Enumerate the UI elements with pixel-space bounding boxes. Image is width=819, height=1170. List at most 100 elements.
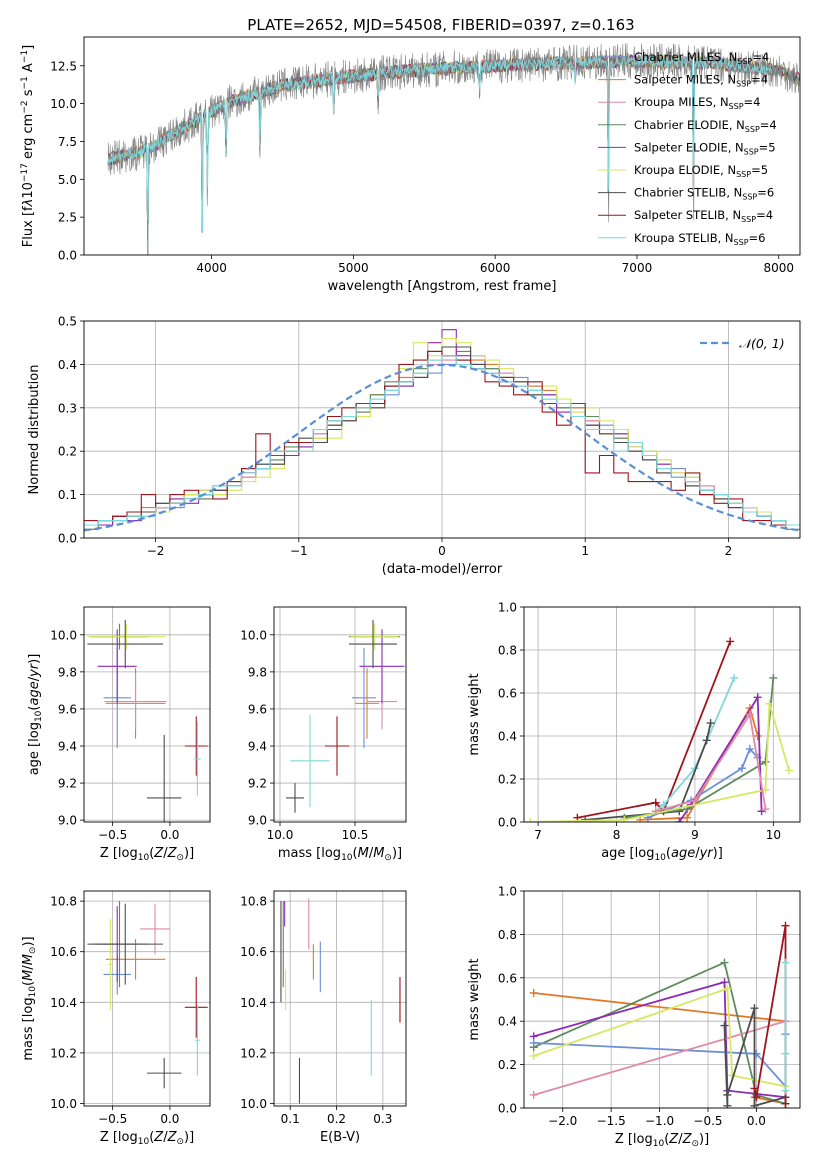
error-point-kroupa-stelib: [193, 721, 201, 797]
weight-marker: [706, 719, 715, 728]
y-tick-label: 0.8: [498, 928, 517, 942]
x-tick-label: −2: [147, 544, 165, 558]
age-vs-mass-panel: 10.0 10.5 9.0 9.2 9.4 9.6 9.8 10.0 mass [log10(M…: [240, 606, 407, 863]
y-tick-label: 10.4: [50, 996, 77, 1010]
error-point-salpeter-elodie: [97, 629, 137, 704]
x-axis-label: E(B-V): [320, 1130, 360, 1145]
weight-marker: [702, 736, 711, 745]
legend-label: Kroupa MILES, NSSP=4: [634, 95, 760, 111]
weight-marker: [750, 1084, 759, 1093]
weight-marker: [620, 815, 629, 822]
figure-title: PLATE=2652, MJD=54508, FIBERID=0397, z=0…: [247, 16, 634, 34]
legend-label: Salpeter ELODIE, NSSP=5: [634, 140, 776, 156]
x-tick-label: 0.0: [747, 1114, 766, 1128]
weight-marker: [781, 1086, 790, 1095]
y-tick-label: 9.0: [248, 814, 267, 828]
x-tick-label: 9: [691, 828, 699, 842]
y-tick-label: 10.0: [50, 1097, 77, 1111]
error-point-chabrier-stelib: [87, 903, 164, 985]
y-tick-label: 10.8: [50, 895, 77, 909]
residual-histogram-panel: −2 −1 0 1 2 0.0 0.1 0.2 0.3 0.4 0.5 𝒩(0, 1) (data-mo…: [27, 315, 801, 577]
y-tick-label: 0.6: [498, 971, 517, 985]
weight-marker: [737, 764, 746, 773]
weight-marker: [675, 818, 684, 822]
x-tick-label: 6000: [480, 261, 511, 275]
x-tick-label: 10: [766, 828, 781, 842]
x-axis-label: mass [log10(M/M⊙)]: [278, 846, 402, 863]
weight-marker: [651, 798, 660, 807]
error-point-kroupa-elodie: [87, 623, 166, 650]
x-axis-label: wavelength [Angstrom, rest frame]: [328, 279, 557, 294]
weight-marker: [761, 805, 770, 814]
error-point-chabrier-miles: [352, 647, 376, 748]
plot-area: [526, 637, 794, 822]
weight-marker: [529, 988, 538, 997]
legend-label: Kroupa STELIB, NSSP=6: [634, 231, 765, 247]
gaussian-curve: [84, 363, 800, 532]
y-tick-label: 0.0: [498, 1102, 517, 1116]
y-tick-label: 10.0: [50, 97, 77, 111]
y-tick-label: 10.6: [240, 945, 267, 959]
y-tick-label: 10.4: [240, 996, 267, 1010]
gridlines: [274, 891, 406, 1106]
weight-marker: [769, 673, 778, 682]
y-tick-label: 12.5: [50, 59, 77, 73]
weight-marker: [726, 637, 735, 646]
weight-marker: [761, 757, 770, 766]
model-spectrum-kroupa-stelib-top: [107, 56, 772, 233]
y-tick-label: 9.4: [58, 740, 77, 754]
gridlines: [274, 607, 406, 822]
plot-area: [87, 619, 208, 822]
error-point-kroupa-elodie: [108, 918, 113, 1010]
y-tick-label: 0.6: [498, 687, 517, 701]
y-tick-label: 0.8: [498, 644, 517, 658]
weight-marker: [720, 1021, 729, 1030]
x-tick-label: 0.3: [373, 1112, 392, 1126]
x-axis-label: Z [log10(Z/Z⊙)]: [100, 1130, 194, 1147]
plot-area: [87, 901, 208, 1089]
weight-marker: [753, 732, 762, 740]
x-axis-label: Z [log10(Z/Z⊙)]: [615, 1132, 709, 1149]
weight-marker: [781, 921, 790, 930]
y-axis-label: mass weight: [467, 673, 482, 755]
plot-area: [286, 619, 405, 813]
y-tick-label: 0.2: [498, 1058, 517, 1072]
weight-marker: [723, 1090, 732, 1099]
error-point-chabrier-stelib: [286, 783, 304, 813]
error-point-salpeter-miles: [355, 668, 379, 739]
x-tick-label: 0.2: [327, 1112, 346, 1126]
y-tick-label: 2.5: [58, 211, 77, 225]
y-tick-label: 0.4: [58, 358, 77, 372]
y-tick-label: 0.0: [58, 249, 77, 263]
weight-marker: [723, 984, 732, 993]
weight-line-salpeter-elodie: [678, 694, 763, 822]
y-tick-label: 1.0: [498, 601, 517, 615]
x-axis-label: Z [log10(Z/Z⊙)]: [100, 846, 194, 863]
weight-marker: [526, 818, 535, 822]
legend-label: Salpeter MILES, NSSP=4: [634, 73, 768, 89]
legend-label: Kroupa ELODIE, NSSP=5: [634, 163, 768, 179]
weight-vs-age-panel: 7 8 9 10 0.0 0.2 0.4 0.6 0.8 1.0 age [log10(age/yr…: [467, 601, 801, 863]
y-tick-label: 10.2: [50, 1046, 77, 1060]
axes-frame: [83, 36, 801, 256]
y-tick-label: 10.0: [240, 628, 267, 642]
axes-frame: [83, 606, 211, 823]
axes-frame: [523, 606, 801, 823]
weight-marker: [529, 1090, 538, 1099]
x-tick-label: −2.0: [548, 1114, 577, 1128]
axes-frame: [83, 320, 801, 539]
weight-marker: [745, 744, 754, 753]
y-tick-label: 0.2: [498, 773, 517, 787]
error-point-chabrier-stelib: [349, 619, 397, 669]
y-tick-label: 10.6: [50, 945, 77, 959]
legend-label: Chabrier MILES, NSSP=4: [634, 50, 769, 66]
weight-marker: [785, 766, 794, 775]
x-tick-label: 7000: [622, 261, 653, 275]
legend-label-gaussian: 𝒩(0, 1): [739, 336, 785, 351]
weight-marker: [651, 807, 660, 816]
weight-line-salpeter-stelib: [753, 925, 787, 1104]
x-tick-label: −1.0: [645, 1114, 674, 1128]
y-tick-label: 0.0: [58, 532, 77, 546]
y-tick-label: 1.0: [498, 885, 517, 899]
weight-marker: [765, 699, 774, 708]
